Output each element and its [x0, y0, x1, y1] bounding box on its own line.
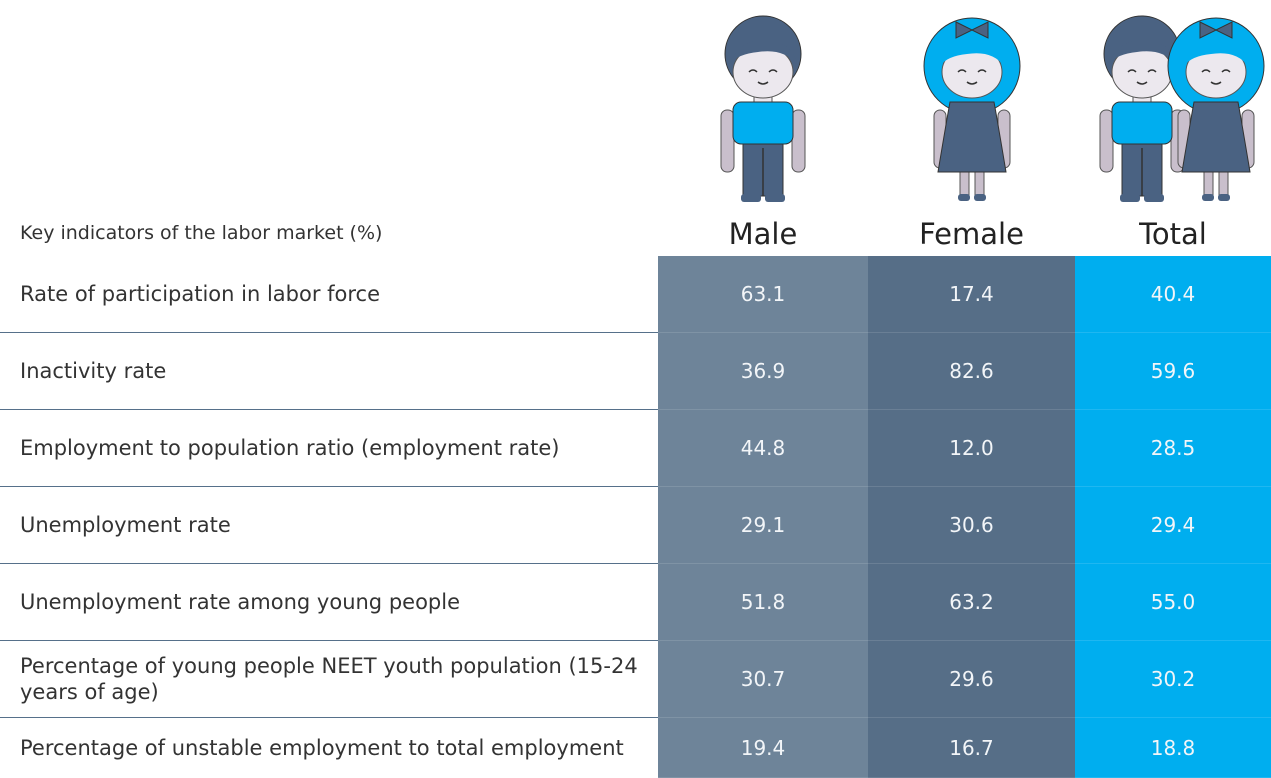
row-label: Rate of participation in labor force: [0, 256, 658, 333]
value-cell: 40.4: [1075, 256, 1271, 333]
total-boy-figure: [1099, 15, 1185, 203]
row-label: Employment to population ratio (employme…: [0, 410, 658, 487]
female-figure: [923, 17, 1021, 202]
value-cell: 30.6: [868, 487, 1075, 564]
value-cell: 44.8: [658, 410, 868, 487]
value-cell: 30.2: [1075, 641, 1271, 718]
value-cell: 30.7: [658, 641, 868, 718]
value-cell: 18.8: [1075, 718, 1271, 778]
value-cell: 63.2: [868, 564, 1075, 641]
value-cell: 63.1: [658, 256, 868, 333]
column-header: Total: [1139, 217, 1207, 251]
row-label: Unemployment rate among young people: [0, 564, 658, 641]
value-cell: 28.5: [1075, 410, 1271, 487]
value-cell: 82.6: [868, 333, 1075, 410]
value-cell: 59.6: [1075, 333, 1271, 410]
header-label: Key indicators of the labor market (%): [20, 222, 383, 244]
column-header: Male: [728, 217, 798, 251]
row-label: Inactivity rate: [0, 333, 658, 410]
row-label: Percentage of young people NEET youth po…: [0, 641, 658, 718]
value-cell: 51.8: [658, 564, 868, 641]
value-cell: 17.4: [868, 256, 1075, 333]
column-header: Female: [919, 217, 1024, 251]
value-cell: 12.0: [868, 410, 1075, 487]
value-cell: 29.6: [868, 641, 1075, 718]
row-label: Unemployment rate: [0, 487, 658, 564]
value-cell: 19.4: [658, 718, 868, 778]
illustrations: [720, 15, 1265, 203]
row-label: Percentage of unstable employment to tot…: [20, 736, 624, 760]
value-cell: 16.7: [868, 718, 1075, 778]
value-cell: 36.9: [658, 333, 868, 410]
male-figure: [720, 15, 806, 203]
value-cell: 55.0: [1075, 564, 1271, 641]
value-cell: 29.1: [658, 487, 868, 564]
value-cell: 29.4: [1075, 487, 1271, 564]
total-girl-figure: [1167, 17, 1265, 202]
